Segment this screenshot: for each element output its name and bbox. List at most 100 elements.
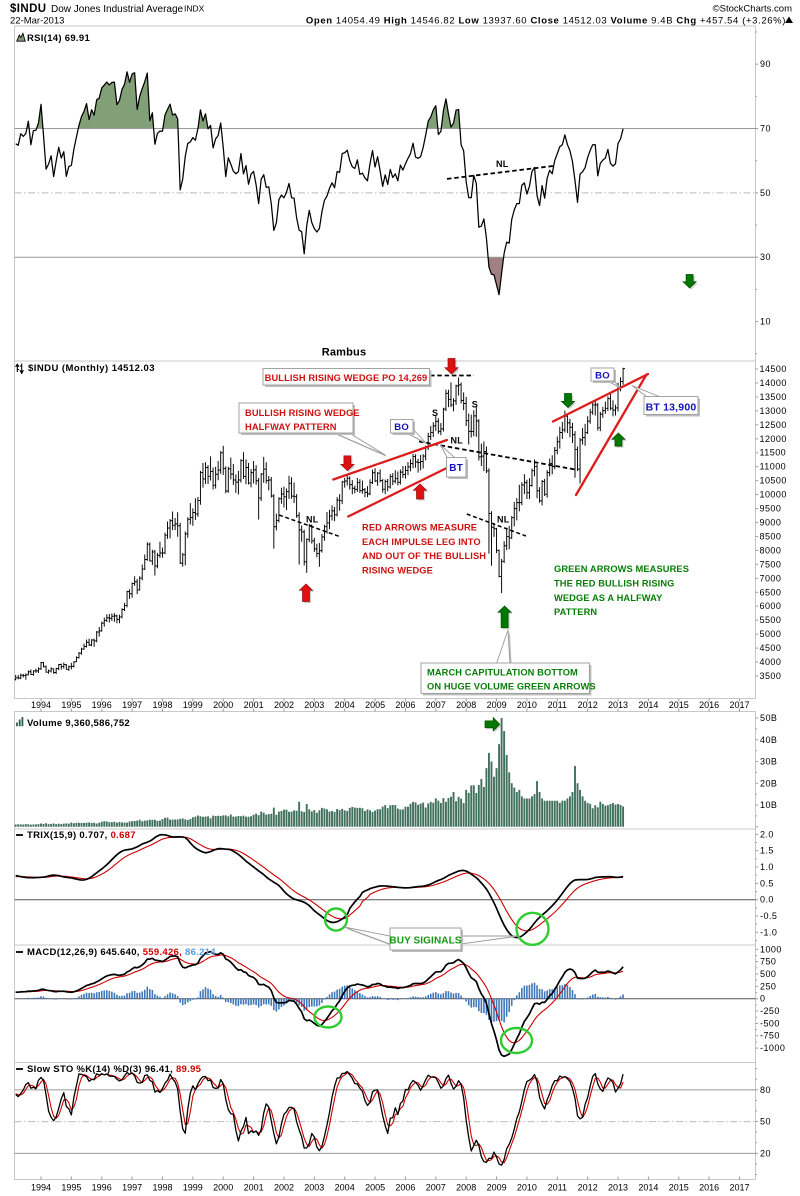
svg-text:2014: 2014: [638, 1183, 658, 1193]
svg-text:10: 10: [760, 317, 771, 327]
svg-text:9500: 9500: [760, 504, 782, 514]
svg-text:-250: -250: [760, 1006, 780, 1016]
svg-text:RSI(14) 69.91: RSI(14) 69.91: [27, 33, 90, 44]
svg-text:10B: 10B: [760, 800, 777, 810]
svg-text:4000: 4000: [760, 657, 782, 667]
svg-text:1.0: 1.0: [760, 862, 774, 872]
svg-text:90: 90: [760, 59, 771, 69]
svg-text:70: 70: [760, 124, 771, 134]
svg-text:Volume 9,360,586,752: Volume 9,360,586,752: [27, 718, 130, 729]
svg-text:2012: 2012: [578, 1183, 598, 1193]
svg-text:2014: 2014: [638, 700, 658, 710]
svg-text:750: 750: [760, 957, 776, 967]
svg-text:2016: 2016: [699, 1183, 719, 1193]
svg-text:PATTERN: PATTERN: [554, 607, 597, 617]
svg-text:1999: 1999: [183, 700, 203, 710]
svg-text:HALFWAY PATTERN: HALFWAY PATTERN: [245, 422, 337, 432]
svg-text:2.0: 2.0: [760, 829, 774, 839]
svg-text:1997: 1997: [122, 1183, 142, 1193]
svg-text:2009: 2009: [487, 1183, 507, 1193]
svg-text:2000: 2000: [213, 1183, 233, 1193]
svg-text:2002: 2002: [274, 1183, 294, 1193]
svg-text:20: 20: [760, 1148, 771, 1158]
svg-text:-500: -500: [760, 1018, 780, 1028]
svg-text:BO: BO: [394, 422, 409, 433]
svg-text:10500: 10500: [760, 476, 787, 486]
svg-text:2013: 2013: [608, 700, 628, 710]
svg-text:12500: 12500: [760, 420, 787, 430]
svg-text:1995: 1995: [61, 700, 81, 710]
svg-text:10000: 10000: [760, 490, 787, 500]
svg-text:$INDU (Monthly) 14512.03: $INDU (Monthly) 14512.03: [28, 363, 155, 374]
svg-text:2001: 2001: [244, 700, 264, 710]
svg-text:2016: 2016: [699, 700, 719, 710]
svg-text:22-Mar-2013: 22-Mar-2013: [10, 16, 64, 27]
svg-text:11000: 11000: [760, 462, 787, 472]
svg-text:4500: 4500: [760, 643, 782, 653]
svg-text:13000: 13000: [760, 406, 787, 416]
svg-text:THE RED BULLISH RISING: THE RED BULLISH RISING: [554, 578, 674, 588]
svg-text:12000: 12000: [760, 434, 787, 444]
svg-text:7500: 7500: [760, 559, 782, 569]
svg-text:11500: 11500: [760, 448, 787, 458]
svg-text:0.0: 0.0: [760, 895, 774, 905]
svg-text:Slow STO %K(14) %D(3) 96.41, 8: Slow STO %K(14) %D(3) 96.41, 89.95: [27, 1064, 202, 1075]
svg-text:6000: 6000: [760, 601, 782, 611]
svg-text:2012: 2012: [578, 700, 598, 710]
svg-text:13500: 13500: [760, 392, 787, 402]
svg-text:2010: 2010: [517, 1183, 537, 1193]
svg-text:NL: NL: [496, 159, 509, 169]
svg-text:6500: 6500: [760, 587, 782, 597]
svg-text:-1000: -1000: [760, 1043, 785, 1053]
svg-text:Open 14054.49 High 14546.82 Lo: Open 14054.49 High 14546.82 Low 13937.60…: [306, 16, 786, 27]
svg-text:EACH IMPULSE LEG INTO: EACH IMPULSE LEG INTO: [362, 537, 481, 547]
svg-text:2001: 2001: [244, 1183, 264, 1193]
svg-text:2015: 2015: [669, 1183, 689, 1193]
svg-text:8500: 8500: [760, 532, 782, 542]
svg-text:1998: 1998: [152, 1183, 172, 1193]
svg-text:-1.0: -1.0: [760, 927, 777, 937]
svg-text:1996: 1996: [92, 1183, 112, 1193]
svg-text:2000: 2000: [213, 700, 233, 710]
svg-text:2011: 2011: [548, 700, 567, 710]
svg-text:40B: 40B: [760, 735, 777, 745]
svg-text:5500: 5500: [760, 615, 782, 625]
svg-text:30: 30: [760, 252, 771, 262]
svg-text:2004: 2004: [335, 700, 355, 710]
svg-text:©StockCharts.com: ©StockCharts.com: [713, 4, 792, 15]
svg-text:2005: 2005: [365, 700, 385, 710]
svg-text:2007: 2007: [426, 700, 446, 710]
svg-text:3500: 3500: [760, 671, 782, 681]
svg-text:1998: 1998: [152, 700, 172, 710]
svg-text:2011: 2011: [548, 1183, 567, 1193]
svg-text:2008: 2008: [456, 1183, 476, 1193]
svg-text:WEDGE AS A HALFWAY: WEDGE AS A HALFWAY: [554, 593, 663, 603]
svg-text:0.5: 0.5: [760, 878, 774, 888]
svg-text:2003: 2003: [304, 700, 324, 710]
svg-text:2003: 2003: [304, 1183, 324, 1193]
svg-text:7000: 7000: [760, 573, 782, 583]
svg-text:250: 250: [760, 981, 776, 991]
svg-text:1.5: 1.5: [760, 846, 774, 856]
svg-text:2005: 2005: [365, 1183, 385, 1193]
svg-text:5000: 5000: [760, 629, 782, 639]
svg-text:MARCH CAPITULATION BOTTOM: MARCH CAPITULATION BOTTOM: [427, 668, 578, 678]
svg-text:RED ARROWS MEASURE: RED ARROWS MEASURE: [362, 523, 477, 533]
svg-text:AND OUT OF THE BULLISH: AND OUT OF THE BULLISH: [362, 551, 486, 561]
svg-text:S: S: [432, 408, 438, 418]
svg-text:S: S: [472, 400, 478, 410]
svg-text:1999: 1999: [183, 1183, 203, 1193]
svg-text:2004: 2004: [335, 1183, 355, 1193]
svg-text:0: 0: [760, 994, 765, 1004]
svg-text:14000: 14000: [760, 378, 787, 388]
svg-text:GREEN ARROWS MEASURES: GREEN ARROWS MEASURES: [554, 564, 689, 574]
svg-text:2006: 2006: [395, 1183, 415, 1193]
svg-text:1997: 1997: [122, 700, 142, 710]
svg-text:INDX: INDX: [184, 4, 205, 14]
svg-text:500: 500: [760, 969, 776, 979]
svg-text:2008: 2008: [456, 700, 476, 710]
svg-text:2002: 2002: [274, 700, 294, 710]
svg-text:2006: 2006: [395, 700, 415, 710]
svg-text:50: 50: [760, 188, 771, 198]
svg-text:BT 13,900: BT 13,900: [646, 402, 697, 414]
